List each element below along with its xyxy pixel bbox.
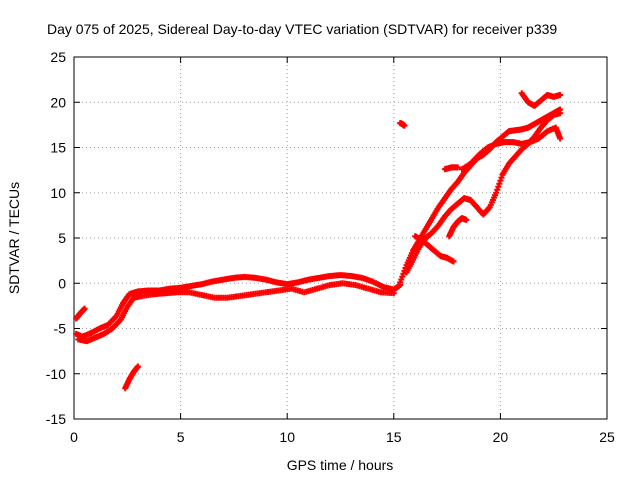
data-point	[557, 92, 564, 99]
data-point	[496, 180, 503, 187]
data-point	[495, 183, 502, 190]
y-tick-label: 25	[50, 49, 66, 65]
chart-title: Day 075 of 2025, Sidereal Day-to-day VTE…	[47, 21, 557, 37]
y-tick-label: 20	[50, 94, 66, 110]
grid	[74, 57, 607, 419]
x-axis-ticks: 0 5 10 15 20 25	[70, 57, 615, 445]
series-track-b	[75, 280, 397, 345]
x-tick-label: 25	[599, 429, 615, 445]
series-track-a	[73, 272, 404, 340]
data-point	[557, 110, 564, 117]
data-point	[81, 305, 88, 312]
series-track-j	[518, 90, 564, 109]
series-track-h	[446, 215, 470, 240]
y-tick-label: 0	[58, 275, 66, 291]
data-point	[498, 174, 505, 181]
x-tick-label: 0	[70, 429, 78, 445]
series-track-d	[122, 363, 141, 392]
series-track-i	[459, 124, 564, 173]
data-point	[401, 122, 408, 129]
series-track-k	[441, 164, 461, 173]
plot-frame	[73, 56, 608, 420]
series-track-l	[397, 120, 408, 129]
data-point	[134, 363, 141, 370]
y-tick-label: 15	[50, 140, 66, 156]
series-track-c	[73, 305, 88, 322]
x-tick-label: 10	[279, 429, 295, 445]
data-point	[390, 290, 397, 297]
series-track-g	[412, 233, 457, 265]
x-tick-label: 5	[177, 429, 185, 445]
x-tick-label: 15	[386, 429, 402, 445]
data-point	[557, 135, 564, 142]
x-axis-label: GPS time / hours	[287, 457, 394, 473]
y-tick-label: 10	[50, 185, 66, 201]
y-axis-ticks: -15 -10 -5 0 5 10 15 20 25	[46, 49, 607, 427]
y-tick-label: -15	[46, 411, 66, 427]
data-point	[454, 164, 461, 171]
x-tick-label: 20	[493, 429, 509, 445]
y-tick-label: -10	[46, 366, 66, 382]
data-point	[494, 186, 501, 193]
y-tick-label: 5	[58, 230, 66, 246]
data-point	[463, 216, 470, 223]
data-point	[497, 177, 504, 184]
data-point	[493, 189, 500, 196]
y-axis-label: SDTVAR / TECUs	[6, 182, 22, 294]
y-tick-label: -5	[54, 321, 67, 337]
data-point	[450, 258, 457, 265]
series-track-f	[403, 110, 564, 276]
data-points	[73, 90, 564, 392]
